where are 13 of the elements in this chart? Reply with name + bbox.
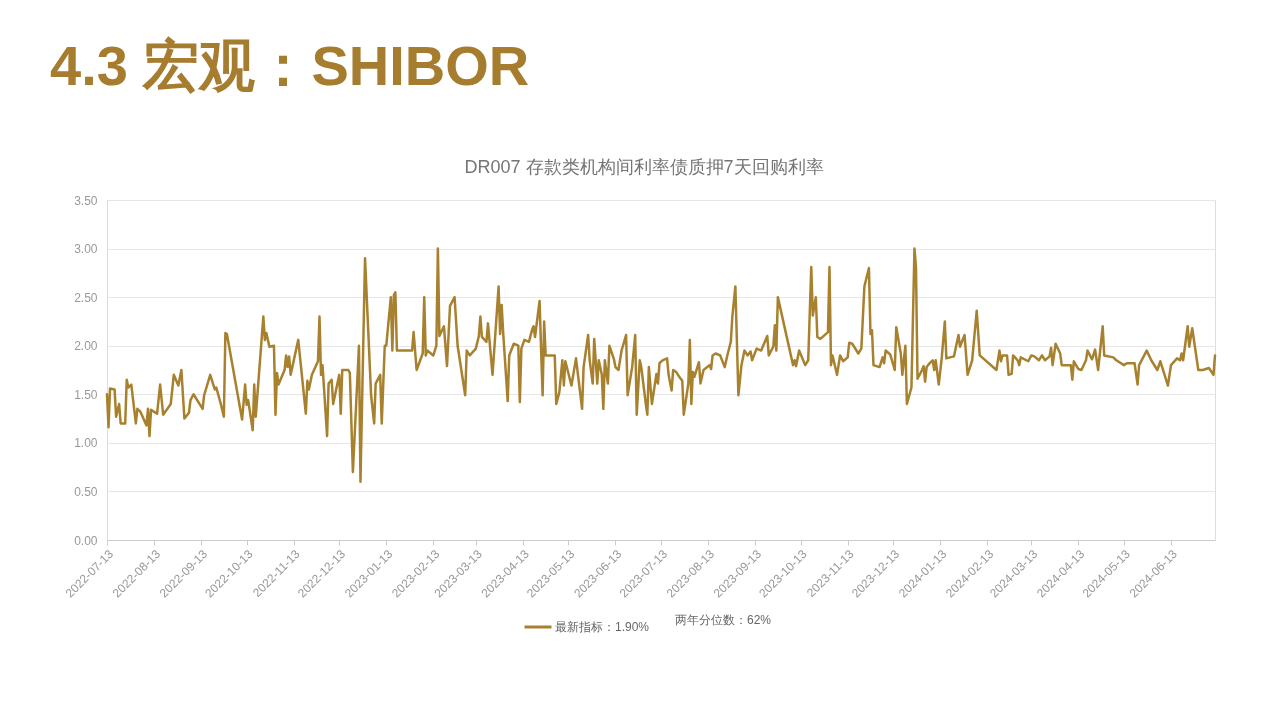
y-tick-label: 3.00 (74, 242, 98, 257)
y-tick-label: 3.50 (74, 193, 98, 208)
text: 两年分位数：62% (675, 613, 772, 627)
line-series (105, 247, 1217, 483)
y-tick-label: 1.50 (74, 387, 98, 402)
chart-subtitle: DR007 存款类机构间利率债质押7天回购利率 (464, 157, 824, 177)
y-tick-label: 2.50 (74, 290, 98, 305)
y-tick-label: 2.00 (74, 339, 98, 354)
legend-label: 最新指标：1.90% (555, 620, 650, 634)
y-tick-label: 0.50 (74, 484, 98, 499)
chart-title: 4.3 宏观：SHIBOR (50, 34, 530, 97)
y-tick-label: 1.00 (74, 436, 98, 451)
y-tick-label: 0.00 (74, 533, 98, 548)
